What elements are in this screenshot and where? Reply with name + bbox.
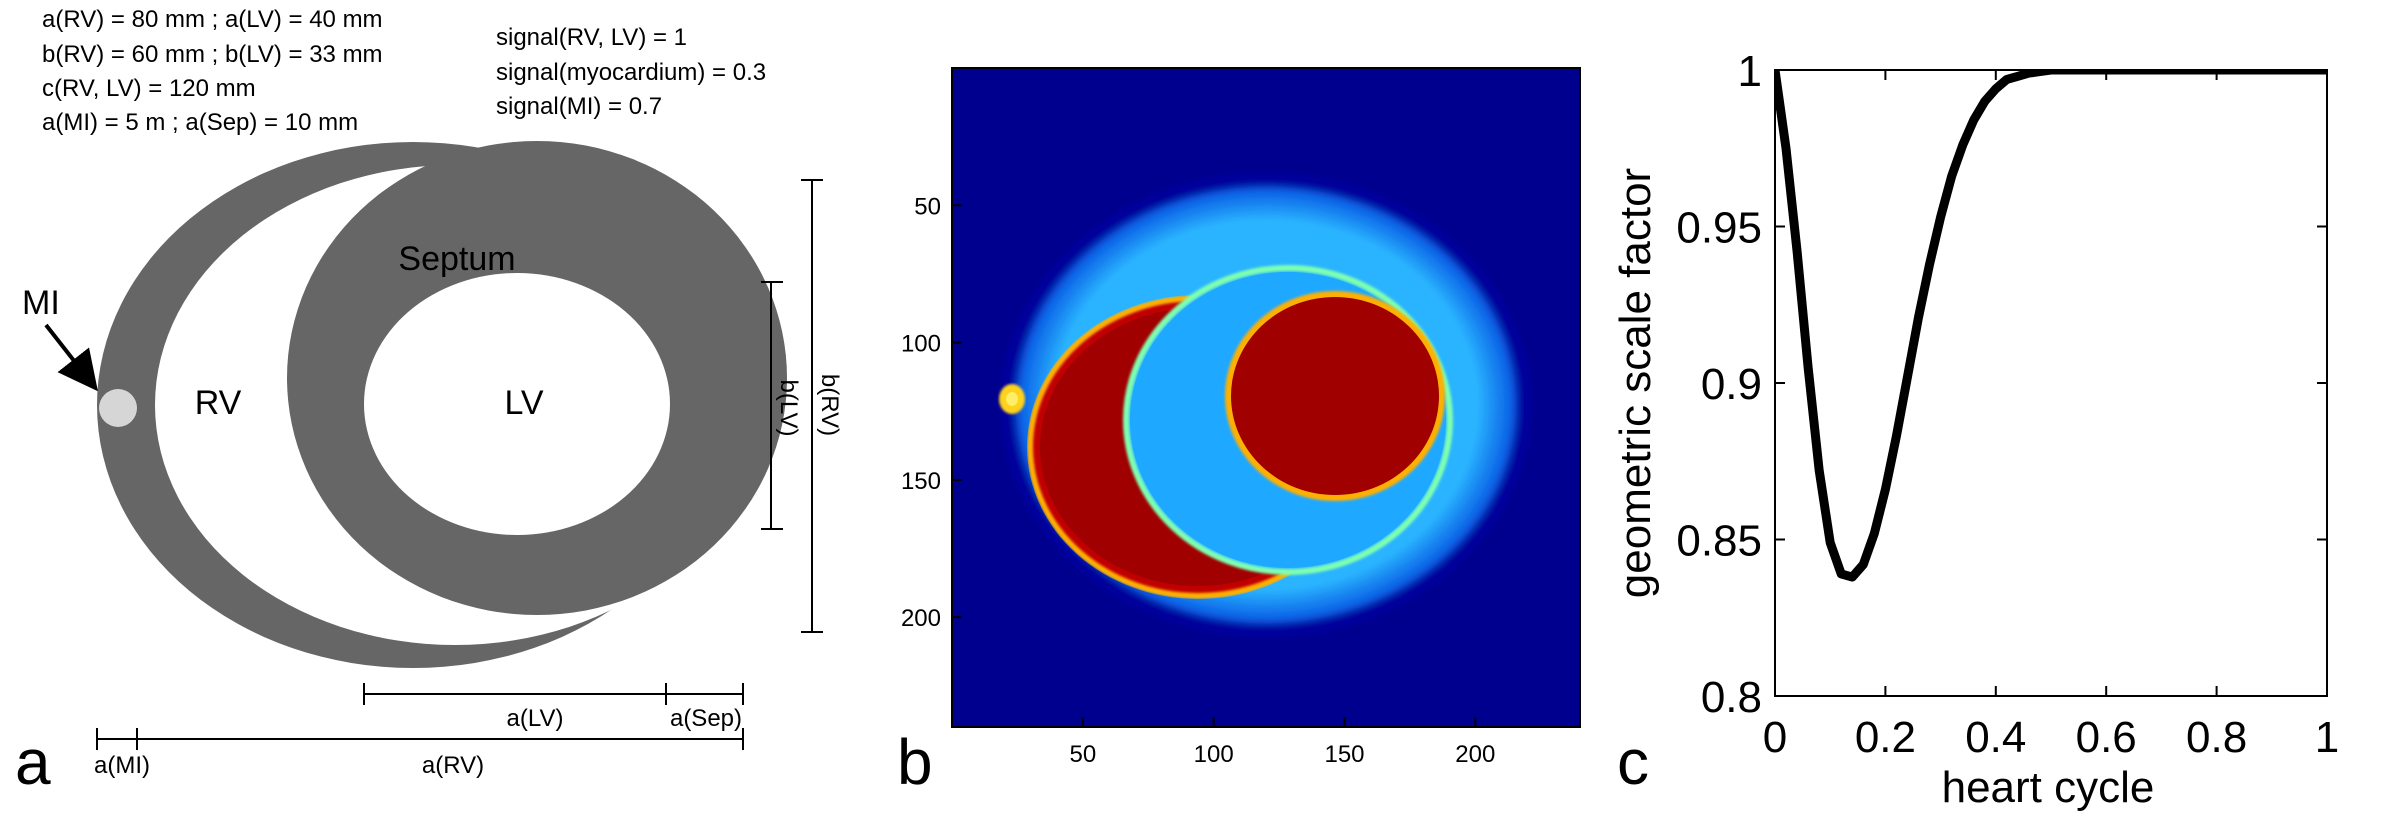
x-tick-label: 0.6 (2076, 713, 2137, 762)
y-tick-label: 1 (1738, 47, 1762, 96)
dimension-a-lv-sep: a(LV) a(Sep) (363, 683, 744, 732)
rv-label: RV (195, 384, 242, 422)
panel-c: 0 0.2 0.4 0.6 0.8 1 0.8 0.85 0.9 0.95 1 heart cycl… (1611, 47, 2339, 812)
axis-ticks: 0 0.2 0.4 0.6 0.8 1 0.8 0.85 0.9 0.95 1 (1676, 47, 2339, 762)
y-tick-label: 150 (901, 468, 941, 495)
image-frame (951, 67, 1581, 728)
param-line: a(RV) = 80 mm ; a(LV) = 40 mm (42, 6, 383, 33)
x-tick-label: 50 (1069, 741, 1096, 768)
x-tick-label: 100 (1194, 741, 1234, 768)
param-line: signal(RV, LV) = 1 (496, 24, 687, 51)
y-tick-label: 0.9 (1701, 360, 1762, 409)
dimension-a-mi-rv: a(MI) a(RV) (94, 728, 744, 779)
b-rv-label: b(RV) (816, 374, 843, 436)
x-tick-label: 1 (2315, 713, 2339, 762)
x-tick-label: 0.8 (2186, 713, 2247, 762)
panel-b: 50 100 150 200 50 100 150 200 b (897, 67, 1581, 798)
x-axis-ticks: 50 100 150 200 (1069, 717, 1495, 768)
heart-phantom-diagram (97, 141, 787, 668)
x-tick-label: 0.2 (1855, 713, 1916, 762)
mi-circle (99, 389, 137, 427)
x-tick-label: 150 (1324, 741, 1364, 768)
x-tick-label: 0.4 (1965, 713, 2026, 762)
lv-cavity (364, 273, 670, 535)
plot-area (1774, 69, 2328, 697)
param-line: a(MI) = 5 m ; a(Sep) = 10 mm (42, 109, 358, 136)
panel-a-letter: a (15, 726, 51, 798)
lv-label: LV (504, 384, 543, 422)
panel-c-letter: c (1617, 726, 1649, 798)
panel-a: a(RV) = 80 mm ; a(LV) = 40 mm b(RV) = 60… (15, 6, 843, 798)
x-axis-label: heart cycle (1942, 763, 2155, 812)
dimension-b-lv: b(LV) (761, 281, 802, 530)
param-line: c(RV, LV) = 120 mm (42, 75, 256, 102)
y-tick-label: 50 (914, 193, 941, 220)
lv-blood (1231, 297, 1439, 495)
x-tick-label: 200 (1455, 741, 1495, 768)
a-sep-label: a(Sep) (670, 705, 742, 732)
param-line: b(RV) = 60 mm ; b(LV) = 33 mm (42, 41, 383, 68)
x-tick-label: 0 (1763, 713, 1787, 762)
parameter-list-left: a(RV) = 80 mm ; a(LV) = 40 mm b(RV) = 60… (42, 6, 383, 136)
b-lv-label: b(LV) (775, 380, 802, 437)
septum-label: Septum (398, 240, 515, 278)
parameter-list-right: signal(RV, LV) = 1 signal(myocardium) = … (496, 24, 766, 120)
y-tick-label: 100 (901, 331, 941, 358)
series-line (1775, 70, 2327, 582)
y-axis-ticks: 50 100 150 200 (901, 193, 962, 632)
y-tick-label: 0.95 (1676, 204, 1762, 253)
y-tick-label: 200 (901, 605, 941, 632)
a-lv-label: a(LV) (507, 705, 564, 732)
dimension-b-rv: b(RV) (801, 179, 843, 633)
a-mi-label: a(MI) (94, 752, 150, 779)
septum-rim (1123, 265, 1453, 575)
phantom-image (952, 68, 1580, 727)
y-axis-label: geometric scale factor (1611, 168, 1660, 598)
param-line: signal(myocardium) = 0.3 (496, 59, 766, 86)
mi-label: MI (22, 284, 60, 322)
panel-b-letter: b (897, 726, 933, 798)
y-tick-label: 0.8 (1701, 673, 1762, 722)
y-tick-label: 0.85 (1676, 517, 1762, 566)
mi-arrow (44, 323, 98, 392)
a-rv-label: a(RV) (422, 752, 484, 779)
param-line: signal(MI) = 0.7 (496, 93, 662, 120)
